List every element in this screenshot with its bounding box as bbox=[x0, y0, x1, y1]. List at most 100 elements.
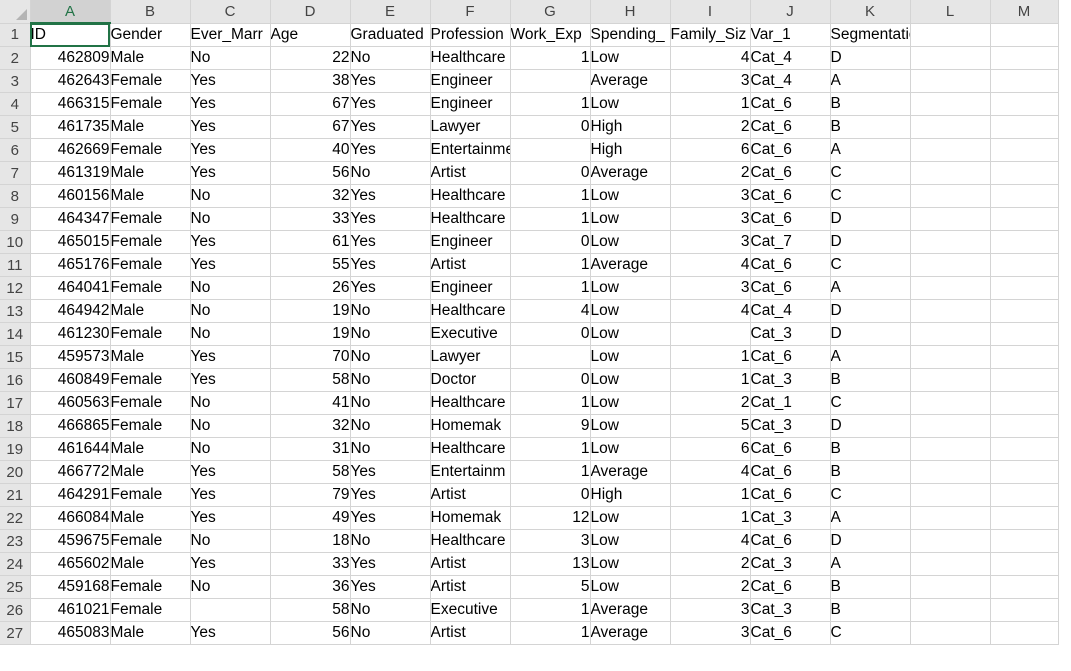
cell-f24[interactable]: Artist bbox=[430, 552, 511, 576]
cell-m5[interactable] bbox=[990, 115, 1059, 139]
cell-m17[interactable] bbox=[990, 391, 1059, 415]
cell-k19[interactable]: B bbox=[830, 437, 911, 461]
row-header[interactable]: 26 bbox=[0, 598, 31, 622]
cell-h17[interactable]: Low bbox=[590, 391, 671, 415]
cell-b26[interactable]: Female bbox=[110, 598, 191, 622]
cell-d6[interactable]: 40 bbox=[270, 138, 351, 162]
row-header[interactable]: 12 bbox=[0, 276, 31, 300]
cell-a9[interactable]: 464347 bbox=[30, 207, 111, 231]
cell-f16[interactable]: Doctor bbox=[430, 368, 511, 392]
cell-l22[interactable] bbox=[910, 506, 991, 530]
cell-g24[interactable]: 13 bbox=[510, 552, 591, 576]
cell-l3[interactable] bbox=[910, 69, 991, 93]
cell-j9[interactable]: Cat_6 bbox=[750, 207, 831, 231]
cell-c10[interactable]: Yes bbox=[190, 230, 271, 254]
cell-m6[interactable] bbox=[990, 138, 1059, 162]
cell-b23[interactable]: Female bbox=[110, 529, 191, 553]
cell-a26[interactable]: 461021 bbox=[30, 598, 111, 622]
cell-c24[interactable]: Yes bbox=[190, 552, 271, 576]
cell-m19[interactable] bbox=[990, 437, 1059, 461]
cell-g20[interactable]: 1 bbox=[510, 460, 591, 484]
cell-h8[interactable]: Low bbox=[590, 184, 671, 208]
cell-i8[interactable]: 3 bbox=[670, 184, 751, 208]
cell-c17[interactable]: No bbox=[190, 391, 271, 415]
cell-b3[interactable]: Female bbox=[110, 69, 191, 93]
column-header-e[interactable]: E bbox=[350, 0, 431, 24]
cell-m9[interactable] bbox=[990, 207, 1059, 231]
cell-h1[interactable]: Spending_ bbox=[590, 23, 671, 47]
row-header[interactable]: 6 bbox=[0, 138, 31, 162]
cell-f3[interactable]: Engineer bbox=[430, 69, 511, 93]
cell-h22[interactable]: Low bbox=[590, 506, 671, 530]
cell-d10[interactable]: 61 bbox=[270, 230, 351, 254]
cell-a22[interactable]: 466084 bbox=[30, 506, 111, 530]
cell-g3[interactable] bbox=[510, 69, 591, 93]
cell-f21[interactable]: Artist bbox=[430, 483, 511, 507]
cell-c11[interactable]: Yes bbox=[190, 253, 271, 277]
cell-j6[interactable]: Cat_6 bbox=[750, 138, 831, 162]
cell-k26[interactable]: B bbox=[830, 598, 911, 622]
cell-d19[interactable]: 31 bbox=[270, 437, 351, 461]
cell-i13[interactable]: 4 bbox=[670, 299, 751, 323]
cell-h2[interactable]: Low bbox=[590, 46, 671, 70]
cell-g16[interactable]: 0 bbox=[510, 368, 591, 392]
cell-i18[interactable]: 5 bbox=[670, 414, 751, 438]
cell-k25[interactable]: B bbox=[830, 575, 911, 599]
cell-m20[interactable] bbox=[990, 460, 1059, 484]
cell-d20[interactable]: 58 bbox=[270, 460, 351, 484]
cell-i7[interactable]: 2 bbox=[670, 161, 751, 185]
row-header[interactable]: 23 bbox=[0, 529, 31, 553]
cell-l23[interactable] bbox=[910, 529, 991, 553]
cell-b9[interactable]: Female bbox=[110, 207, 191, 231]
cell-l20[interactable] bbox=[910, 460, 991, 484]
cell-l13[interactable] bbox=[910, 299, 991, 323]
cell-f2[interactable]: Healthcare bbox=[430, 46, 511, 70]
cell-b16[interactable]: Female bbox=[110, 368, 191, 392]
cell-j24[interactable]: Cat_3 bbox=[750, 552, 831, 576]
row-header[interactable]: 4 bbox=[0, 92, 31, 116]
cell-i12[interactable]: 3 bbox=[670, 276, 751, 300]
cell-e17[interactable]: No bbox=[350, 391, 431, 415]
cell-d4[interactable]: 67 bbox=[270, 92, 351, 116]
cell-b10[interactable]: Female bbox=[110, 230, 191, 254]
cell-h12[interactable]: Low bbox=[590, 276, 671, 300]
cell-m15[interactable] bbox=[990, 345, 1059, 369]
cell-a10[interactable]: 465015 bbox=[30, 230, 111, 254]
cell-m8[interactable] bbox=[990, 184, 1059, 208]
cell-i24[interactable]: 2 bbox=[670, 552, 751, 576]
cell-l2[interactable] bbox=[910, 46, 991, 70]
cell-h25[interactable]: Low bbox=[590, 575, 671, 599]
row-header[interactable]: 24 bbox=[0, 552, 31, 576]
cell-a20[interactable]: 466772 bbox=[30, 460, 111, 484]
cell-g15[interactable] bbox=[510, 345, 591, 369]
cell-i6[interactable]: 6 bbox=[670, 138, 751, 162]
cell-j11[interactable]: Cat_6 bbox=[750, 253, 831, 277]
cell-c1[interactable]: Ever_Marr bbox=[190, 23, 271, 47]
cell-g23[interactable]: 3 bbox=[510, 529, 591, 553]
select-all-corner[interactable] bbox=[0, 0, 31, 24]
cell-a17[interactable]: 460563 bbox=[30, 391, 111, 415]
cell-g8[interactable]: 1 bbox=[510, 184, 591, 208]
cell-m11[interactable] bbox=[990, 253, 1059, 277]
cell-c18[interactable]: No bbox=[190, 414, 271, 438]
cell-b2[interactable]: Male bbox=[110, 46, 191, 70]
cell-a12[interactable]: 464041 bbox=[30, 276, 111, 300]
cell-e16[interactable]: No bbox=[350, 368, 431, 392]
cell-a8[interactable]: 460156 bbox=[30, 184, 111, 208]
cell-c13[interactable]: No bbox=[190, 299, 271, 323]
cell-j3[interactable]: Cat_4 bbox=[750, 69, 831, 93]
cell-k9[interactable]: D bbox=[830, 207, 911, 231]
cell-e25[interactable]: Yes bbox=[350, 575, 431, 599]
cell-b14[interactable]: Female bbox=[110, 322, 191, 346]
cell-l21[interactable] bbox=[910, 483, 991, 507]
column-header-m[interactable]: M bbox=[990, 0, 1059, 24]
row-header[interactable]: 17 bbox=[0, 391, 31, 415]
cell-b12[interactable]: Female bbox=[110, 276, 191, 300]
cell-m10[interactable] bbox=[990, 230, 1059, 254]
cell-g5[interactable]: 0 bbox=[510, 115, 591, 139]
row-header[interactable]: 14 bbox=[0, 322, 31, 346]
cell-j22[interactable]: Cat_3 bbox=[750, 506, 831, 530]
cell-d5[interactable]: 67 bbox=[270, 115, 351, 139]
cell-h4[interactable]: Low bbox=[590, 92, 671, 116]
column-header-l[interactable]: L bbox=[910, 0, 991, 24]
